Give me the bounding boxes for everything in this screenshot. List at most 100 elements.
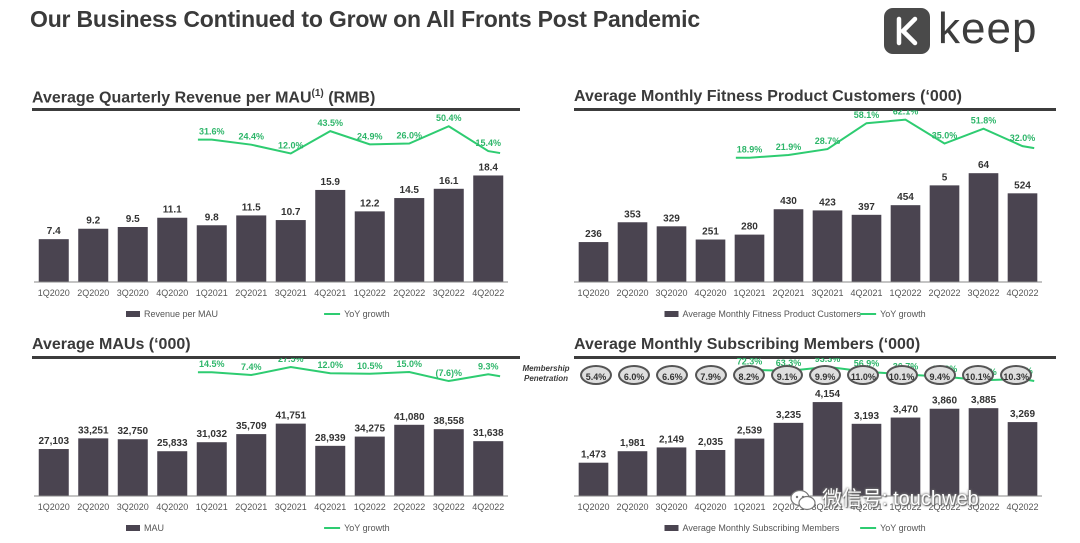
bar-value-label: 35,709 <box>236 421 267 432</box>
membership-penetration-value: 6.0% <box>618 365 651 385</box>
legend-bar-swatch <box>126 311 140 317</box>
category-label: 3Q2021 <box>811 502 843 512</box>
bar-value-label: 3,470 <box>893 405 918 416</box>
title-rule <box>32 108 520 111</box>
bar <box>38 239 69 282</box>
bar <box>851 214 882 282</box>
bar-value-label: 31,032 <box>196 429 227 440</box>
bar-value-label: 2,035 <box>698 437 723 448</box>
legend-line-label: YoY growth <box>344 523 390 533</box>
keep-logo-icon <box>884 8 930 54</box>
bar <box>275 423 306 496</box>
category-label: 1Q2020 <box>577 502 609 512</box>
bar <box>236 434 267 496</box>
bar <box>929 408 960 496</box>
category-label: 1Q2020 <box>577 288 609 298</box>
yoy-growth-label: 21.9% <box>776 142 802 152</box>
bar <box>1007 422 1038 496</box>
bar-value-label: 524 <box>1014 180 1031 191</box>
bar <box>78 438 109 496</box>
bar <box>890 205 921 282</box>
membership-penetration-value: 7.9% <box>694 365 727 385</box>
yoy-growth-line <box>197 125 501 155</box>
category-label: 2Q2021 <box>772 288 804 298</box>
category-label: 3Q2022 <box>967 288 999 298</box>
bar-value-label: 38,558 <box>433 416 464 427</box>
bar <box>196 225 227 282</box>
membership-penetration-value: 10.3% <box>1000 365 1033 385</box>
category-label: 2Q2022 <box>928 502 960 512</box>
bar <box>157 451 188 496</box>
category-label: 1Q2020 <box>38 288 70 298</box>
legend-bar-label: Average Monthly Subscribing Members <box>683 523 840 533</box>
category-label: 3Q2022 <box>433 288 465 298</box>
revenue-per-mau-chart: 7.4 1Q2020 9.2 2Q2020 9.5 3Q2020 11.1 4Q2020 9.8… <box>34 113 508 319</box>
category-label: 4Q2020 <box>156 502 188 512</box>
yoy-growth-label: 7.4% <box>241 362 262 372</box>
bar <box>734 438 765 496</box>
category-label: 3Q2021 <box>811 288 843 298</box>
legend-line-label: YoY growth <box>880 523 926 533</box>
bar-value-label: 5 <box>942 172 948 183</box>
category-label: 2Q2020 <box>616 288 648 298</box>
yoy-growth-label: 15.4% <box>475 138 501 148</box>
bar <box>38 449 69 496</box>
membership-penetration-value: 11.0% <box>847 365 880 385</box>
membership-penetration-value: 9.1% <box>771 365 803 385</box>
bar-value-label: 11.5 <box>242 202 261 213</box>
bar <box>117 227 148 282</box>
bar <box>773 422 804 496</box>
yoy-growth-label: 26.0% <box>396 131 422 141</box>
category-label: 1Q2022 <box>354 502 386 512</box>
bar <box>473 441 504 496</box>
membership-penetration-value: 6.6% <box>656 365 689 385</box>
category-label: 3Q2021 <box>275 502 307 512</box>
bar-value-label: 41,080 <box>394 412 425 423</box>
category-label: 3Q2020 <box>655 502 687 512</box>
membership-penetration-label: Membership Penetration <box>522 364 570 383</box>
bar <box>275 220 306 282</box>
category-label: 2Q2022 <box>928 288 960 298</box>
membership-penetration-value: 9.4% <box>923 365 956 385</box>
yoy-growth-label: 50.4% <box>436 113 462 123</box>
bar-value-label: 423 <box>819 197 836 208</box>
legend-bar-label: Average Monthly Fitness Product Customer… <box>683 309 862 319</box>
bar-value-label: 11.1 <box>163 205 182 216</box>
bar <box>617 222 648 282</box>
membership-penetration-value: 10.1% <box>962 365 994 385</box>
category-label: 4Q2022 <box>1006 502 1038 512</box>
category-label: 1Q2021 <box>196 288 228 298</box>
bar <box>315 445 346 496</box>
membership-penetration-value: 10.1% <box>885 365 918 385</box>
bar <box>656 447 687 496</box>
bar-value-label: 430 <box>780 196 797 207</box>
bar-value-label: 454 <box>897 192 914 203</box>
bar <box>78 228 109 282</box>
bar <box>354 436 385 496</box>
yoy-growth-label: 63.3% <box>776 358 802 368</box>
bar <box>354 211 385 282</box>
bar-value-label: 3,860 <box>932 396 957 407</box>
average-maus-panel: Average MAUs (‘000) 27,103 1Q2020 33,251 2Q… <box>32 336 520 536</box>
subscribing-members-title: Average Monthly Subscribing Members (‘00… <box>574 336 921 353</box>
fitness-customers-panel: Average Monthly Fitness Product Customer… <box>574 88 1056 328</box>
category-label: 1Q2022 <box>889 288 921 298</box>
category-label: 4Q2021 <box>850 288 882 298</box>
category-label: 1Q2022 <box>354 288 386 298</box>
bar-value-label: 7.4 <box>47 226 61 237</box>
yoy-growth-label: (7.6)% <box>435 368 462 378</box>
bar <box>812 402 843 496</box>
bar-value-label: 16.1 <box>439 176 459 187</box>
watermark-text: 微信号: touchweb <box>822 488 979 510</box>
yoy-growth-label: 12.0% <box>278 140 304 150</box>
legend-bar-label: Revenue per MAU <box>144 309 218 319</box>
membership-penetration-value: 5.4% <box>580 365 612 385</box>
bar-value-label: 3,885 <box>971 395 996 406</box>
legend-line-label: YoY growth <box>344 309 390 319</box>
bar-value-label: 18.4 <box>479 162 499 173</box>
yoy-growth-label: 58.1% <box>854 110 880 120</box>
fitness-customers-chart: 236 1Q2020 353 2Q2020 329 3Q2020 251 4Q2020 280 1… <box>574 110 1042 319</box>
bar-value-label: 3,235 <box>776 410 801 421</box>
revenue-per-mau-title: Average Quarterly Revenue per MAU(1) (RM… <box>32 88 376 107</box>
bar <box>773 209 804 282</box>
